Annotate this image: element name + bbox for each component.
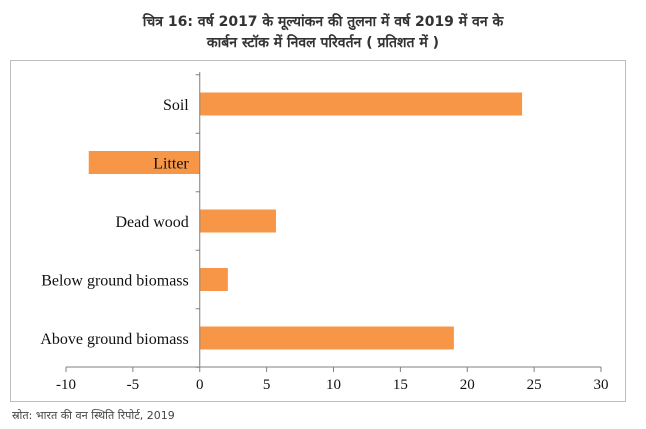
category-label: Litter	[153, 156, 189, 173]
bar	[199, 268, 228, 291]
value-tick-label: 5	[263, 377, 271, 393]
bar	[199, 209, 276, 233]
chart-frame	[10, 60, 626, 402]
category-label: Above ground biomass	[40, 331, 188, 348]
chart-title-line-2: कार्बन स्टॉक में निवल परिवर्तन ( प्रतिशत…	[206, 35, 440, 51]
chart-title-line-1: चित्र 16: वर्ष 2017 के मूल्यांकन की तुलन…	[142, 14, 504, 30]
bar	[199, 326, 454, 350]
value-tick-label: 25	[527, 377, 542, 393]
category-label: Below ground biomass	[41, 273, 189, 290]
value-tick-label: 10	[326, 377, 341, 393]
value-tick-label: -10	[56, 377, 76, 393]
bar	[199, 92, 523, 116]
bar	[88, 151, 200, 174]
value-tick-label: 0	[196, 377, 204, 393]
value-tick-label: 15	[393, 377, 408, 393]
source-note: स्रोत: भारत की वन स्थिति रिपोर्ट, 2019	[12, 409, 175, 422]
value-tick-label: -5	[127, 377, 140, 393]
category-label: Dead wood	[115, 214, 188, 231]
value-tick-label: 20	[460, 377, 475, 393]
category-label: Soil	[163, 97, 189, 114]
value-tick-label: 30	[594, 377, 609, 393]
